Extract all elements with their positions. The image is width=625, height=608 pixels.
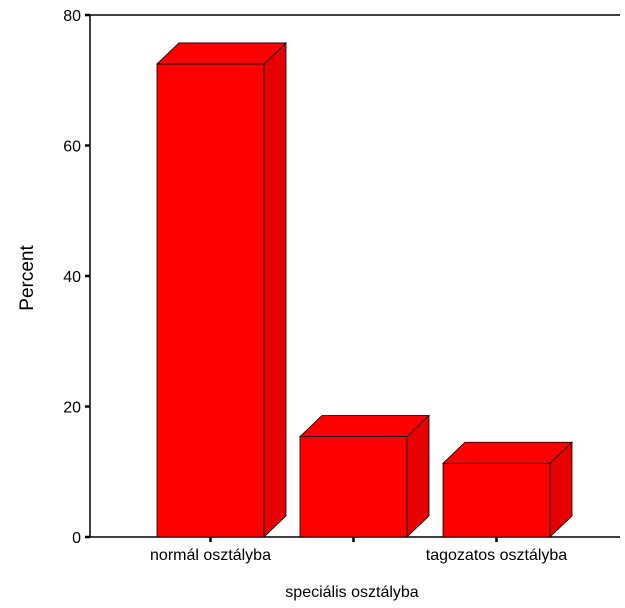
y-tick-label-2: 40 <box>63 269 81 286</box>
y-tick-label-0: 0 <box>72 530 81 547</box>
x-axis-title: speciális osztályba <box>285 584 419 601</box>
bar-top-0 <box>156 42 287 65</box>
y-tick-label-1: 20 <box>63 400 81 417</box>
y-tick-label-3: 60 <box>63 139 81 156</box>
bar-2 <box>442 441 573 538</box>
x-tick-label-2: tagozatos osztályba <box>426 547 568 564</box>
y-axis-title: Percent <box>17 245 38 311</box>
bar-side-0 <box>263 42 287 538</box>
x-tick-label-0: normál osztályba <box>150 547 271 564</box>
y-tick-label-4: 80 <box>63 8 81 25</box>
bar-front-2 <box>442 462 551 538</box>
y-axis-ticks: 0 20 40 60 80 <box>63 8 90 547</box>
x-axis-ticks: normál osztályba tagozatos osztályba <box>150 537 567 564</box>
bar-0 <box>156 42 287 538</box>
bar-top-2 <box>442 441 573 464</box>
bars <box>156 42 573 538</box>
bar-front-0 <box>156 63 265 538</box>
bar-top-1 <box>299 415 430 437</box>
bar-1 <box>299 414 430 538</box>
bar-front-1 <box>299 436 408 538</box>
